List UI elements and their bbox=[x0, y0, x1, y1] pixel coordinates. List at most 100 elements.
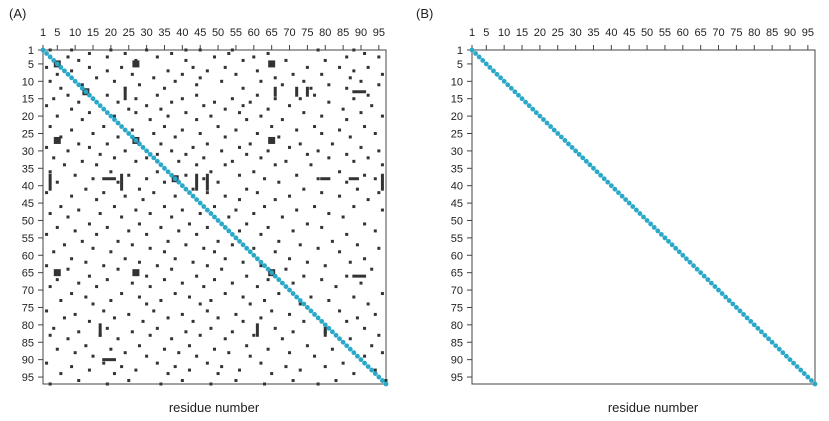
match-dot bbox=[273, 198, 277, 202]
match-dot bbox=[191, 260, 195, 264]
match-dot bbox=[323, 365, 327, 369]
match-dot bbox=[241, 86, 245, 90]
match-dot bbox=[270, 372, 274, 376]
diagonal-dot bbox=[494, 71, 500, 77]
match-dot bbox=[380, 163, 384, 167]
diagonal-dot bbox=[79, 85, 85, 91]
diagonal-dot bbox=[65, 71, 71, 77]
diagonal-dot bbox=[258, 259, 264, 265]
diagonal-dot bbox=[322, 322, 328, 328]
match-dot bbox=[184, 111, 188, 115]
diagonal-dot bbox=[691, 263, 696, 269]
match-dot bbox=[355, 243, 359, 247]
match-dot bbox=[309, 163, 313, 167]
diagonal-dot bbox=[83, 89, 89, 95]
match-dot bbox=[145, 302, 149, 306]
diagonal-dot bbox=[165, 169, 171, 175]
match-dot bbox=[223, 163, 227, 167]
match-dot bbox=[234, 379, 238, 383]
match-dot bbox=[245, 187, 249, 191]
horizontal-match-bar bbox=[352, 90, 367, 94]
vertical-match-bar bbox=[195, 173, 199, 191]
left-tick-label: 85 bbox=[22, 337, 34, 349]
match-dot bbox=[52, 250, 56, 254]
diagonal-dot bbox=[372, 371, 378, 376]
diagonal-dot bbox=[784, 353, 789, 359]
match-dot bbox=[352, 48, 356, 52]
diagonal-dot bbox=[222, 225, 228, 230]
match-dot bbox=[59, 372, 63, 376]
match-dot bbox=[127, 107, 131, 111]
match-dot bbox=[316, 246, 320, 250]
diagonal-dot bbox=[254, 256, 260, 262]
diagonal-dot bbox=[62, 68, 67, 74]
left-tick-label: 75 bbox=[22, 302, 34, 314]
diagonal-dot bbox=[204, 207, 210, 213]
diagonal-dot bbox=[801, 371, 807, 376]
left-tick-label: 25 bbox=[451, 129, 463, 141]
left-tick-label: 60 bbox=[451, 250, 463, 262]
panel-a-match-bars bbox=[48, 86, 384, 362]
match-dot bbox=[162, 86, 166, 90]
match-dot bbox=[366, 65, 370, 69]
match-dot bbox=[180, 281, 184, 285]
match-dot bbox=[280, 83, 284, 87]
match-dot bbox=[213, 347, 216, 351]
match-dot bbox=[230, 281, 234, 285]
match-dot bbox=[277, 135, 281, 139]
match-dot bbox=[120, 65, 124, 69]
match-dot bbox=[173, 79, 177, 83]
panel-a-diagonal bbox=[40, 47, 389, 387]
match-dot bbox=[273, 326, 277, 330]
match-dot bbox=[77, 58, 81, 62]
diagonal-dot bbox=[805, 374, 811, 380]
top-tick-label: 45 bbox=[623, 27, 635, 39]
match-dot bbox=[380, 114, 384, 118]
match-dot bbox=[284, 58, 288, 62]
match-dot bbox=[216, 125, 220, 129]
match-dot bbox=[363, 51, 367, 55]
diagonal-dot bbox=[766, 336, 771, 342]
diagonal-dot bbox=[144, 148, 150, 154]
match-dot bbox=[84, 344, 88, 348]
match-dot bbox=[70, 48, 74, 52]
match-dot bbox=[220, 79, 224, 83]
match-dot bbox=[145, 354, 149, 358]
match-dot bbox=[363, 173, 367, 177]
top-tick-label: 20 bbox=[105, 27, 117, 39]
top-tick-label: 50 bbox=[641, 27, 653, 39]
diagonal-dot bbox=[626, 200, 632, 206]
match-dot bbox=[109, 48, 113, 52]
match-dot bbox=[145, 156, 149, 160]
match-dot bbox=[338, 128, 342, 132]
match-dot bbox=[273, 76, 277, 80]
match-dot bbox=[270, 125, 274, 129]
match-dot bbox=[45, 65, 49, 69]
match-dot bbox=[84, 187, 88, 191]
left-tick-label: 30 bbox=[451, 146, 463, 158]
match-dot bbox=[45, 191, 49, 195]
match-dot bbox=[109, 347, 113, 351]
match-dot bbox=[116, 267, 120, 271]
match-dot bbox=[288, 104, 292, 108]
match-dot bbox=[134, 111, 138, 115]
diagonal-dot bbox=[355, 353, 360, 359]
match-dot bbox=[280, 118, 284, 122]
match-dot bbox=[341, 361, 345, 365]
match-dot bbox=[66, 267, 70, 271]
diagonal-dot bbox=[219, 221, 225, 227]
match-dot bbox=[173, 257, 177, 261]
match-dot bbox=[213, 278, 216, 282]
diagonal-dot bbox=[122, 127, 128, 133]
diagonal-dot bbox=[247, 249, 253, 255]
diagonal-dot bbox=[330, 329, 335, 335]
match-block bbox=[53, 269, 61, 277]
match-dot bbox=[109, 299, 113, 302]
diagonal-dot bbox=[208, 211, 214, 216]
match-dot bbox=[345, 86, 349, 90]
match-dot bbox=[48, 48, 52, 52]
diagonal-dot bbox=[187, 190, 192, 196]
diagonal-dot bbox=[544, 120, 550, 126]
diagonal-dot bbox=[176, 179, 182, 185]
match-dot bbox=[238, 229, 242, 233]
